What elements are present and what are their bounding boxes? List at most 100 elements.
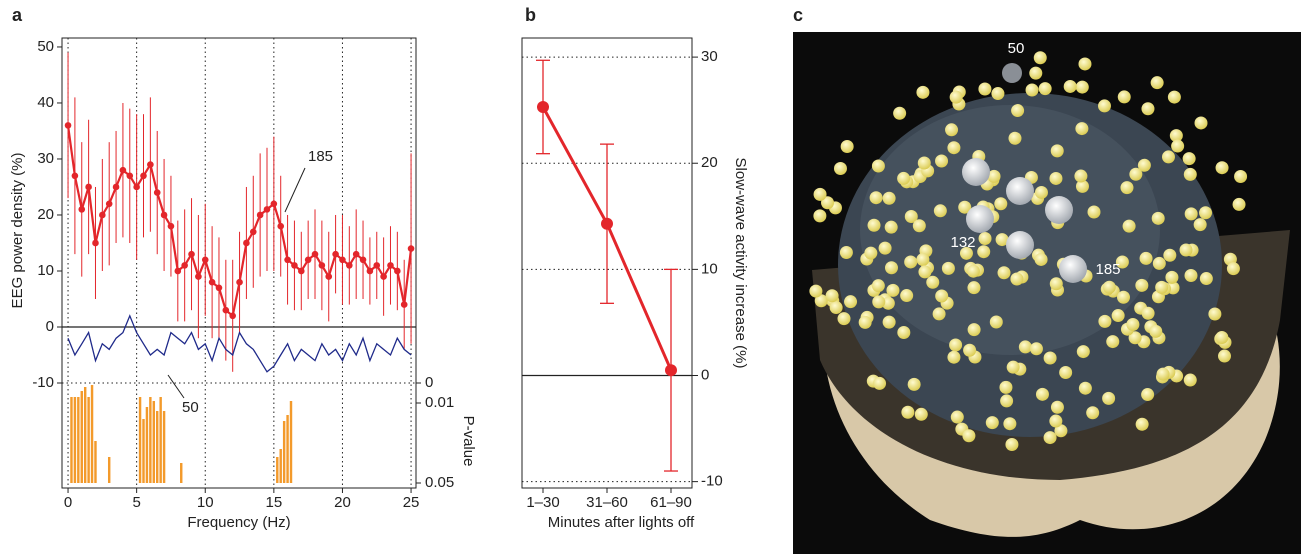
electrode — [884, 220, 898, 234]
electrode — [947, 350, 961, 364]
electrode — [1152, 256, 1166, 270]
electrode — [1135, 417, 1149, 431]
electrode — [1074, 169, 1088, 183]
p-tick-label: 0.01 — [425, 394, 454, 411]
marker — [188, 250, 195, 258]
electrode — [1075, 122, 1089, 136]
marker — [407, 245, 415, 252]
electrode — [1141, 102, 1155, 116]
y-axis-label: EEG power density (%) — [9, 153, 26, 309]
p-bar — [145, 407, 149, 483]
marker — [297, 267, 305, 275]
electrode — [933, 204, 947, 218]
marker — [126, 172, 134, 180]
p-bar — [70, 397, 73, 483]
p-bar — [149, 397, 152, 483]
x-tick-label: 1–30 — [526, 494, 559, 511]
electrode-label: 132 — [950, 234, 975, 251]
electrode — [864, 246, 878, 260]
marker — [201, 256, 209, 264]
electrode — [1215, 330, 1229, 344]
electrode — [912, 219, 926, 233]
marker — [304, 256, 312, 264]
brain-panel: 50 132 185 — [793, 32, 1301, 554]
electrode — [1194, 116, 1208, 130]
electrode — [1034, 252, 1048, 266]
p-bar — [286, 415, 289, 483]
p-bar — [152, 401, 156, 483]
electrode — [858, 315, 872, 329]
electrode — [1033, 51, 1047, 65]
electrode — [1078, 57, 1092, 71]
marker — [160, 211, 168, 219]
marker — [387, 262, 394, 269]
marker — [229, 312, 236, 320]
electrode — [1161, 150, 1175, 164]
electrode — [1141, 388, 1155, 402]
electrode — [882, 315, 896, 329]
electrode — [950, 410, 964, 424]
marker — [256, 211, 264, 219]
electrode — [1156, 367, 1170, 381]
marker — [181, 262, 188, 269]
electrode — [1075, 80, 1089, 94]
marker — [352, 250, 360, 258]
electrode — [1116, 290, 1130, 304]
electrode — [1193, 218, 1207, 232]
electrode — [1049, 171, 1063, 185]
marker — [400, 301, 408, 308]
electrode — [963, 343, 977, 357]
electrode — [1010, 272, 1024, 286]
p-bar — [142, 419, 145, 483]
y-tick-label: -10 — [32, 374, 54, 391]
electrode — [1038, 82, 1052, 96]
p-bar — [138, 397, 142, 483]
electrode — [814, 294, 828, 308]
electrode — [829, 301, 843, 315]
p-bar — [107, 457, 111, 483]
electrode — [1018, 340, 1032, 354]
electrode — [994, 197, 1008, 211]
electrode — [867, 218, 881, 232]
electrode — [989, 315, 1003, 329]
electrode — [995, 233, 1009, 247]
electrode — [966, 264, 980, 278]
electrode — [1208, 307, 1222, 321]
electrode — [1139, 251, 1153, 265]
p-bar — [83, 387, 87, 483]
marker — [215, 284, 223, 292]
electrode — [809, 284, 823, 298]
electrode — [837, 312, 851, 326]
electrode — [1184, 269, 1198, 283]
electrode — [958, 200, 972, 214]
p-tick-label: 0 — [425, 374, 433, 391]
electrode — [813, 209, 827, 223]
marker — [105, 200, 113, 208]
electrode — [904, 210, 918, 224]
electrode — [1155, 280, 1169, 294]
marker — [78, 206, 86, 213]
electrode — [1054, 424, 1068, 438]
electrode — [840, 140, 854, 154]
brain-highlight — [860, 105, 1160, 355]
marker — [236, 278, 243, 286]
marker — [366, 267, 374, 275]
electrode-highlight — [966, 205, 994, 233]
marker — [140, 172, 147, 180]
electrode-highlight — [1006, 231, 1034, 259]
electrode — [1120, 181, 1134, 195]
marker — [99, 211, 106, 219]
electrode — [1078, 381, 1092, 395]
x-tick-label: 15 — [266, 494, 283, 511]
electrode — [907, 377, 921, 391]
electrode — [1182, 152, 1196, 166]
x-tick-label: 25 — [403, 494, 420, 511]
electrode — [1232, 197, 1246, 211]
panel-label: b — [525, 5, 536, 25]
electrode — [947, 141, 961, 155]
electrode — [967, 323, 981, 337]
electrode — [1102, 280, 1116, 294]
electrode — [1179, 243, 1193, 257]
y-tick-label: 30 — [37, 150, 54, 167]
